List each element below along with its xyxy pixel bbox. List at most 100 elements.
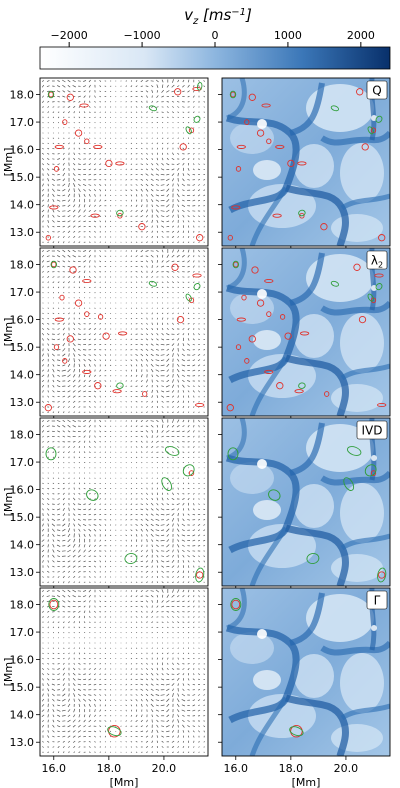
- vortex-contours: [45, 446, 205, 583]
- red-contour: [97, 314, 104, 320]
- colorbar-ticks: −2000 −1000 0 1000 2000: [51, 29, 375, 47]
- x-tick-label: 20.0: [334, 762, 359, 775]
- red-contour: [44, 404, 52, 412]
- green-contour: [50, 260, 57, 269]
- red-contour: [62, 358, 68, 364]
- y-axis-label: [Mm]: [2, 148, 15, 177]
- arrow-panel: [39, 77, 209, 247]
- red-contour: [353, 263, 361, 271]
- green-contour: [161, 477, 173, 491]
- green-contour: [48, 598, 60, 611]
- x-axis: [53, 756, 347, 760]
- red-contour: [264, 369, 274, 374]
- green-contour: [375, 283, 383, 291]
- red-contour: [142, 391, 148, 397]
- y-tick-label: 16.0: [10, 484, 35, 497]
- red-contour: [54, 144, 64, 149]
- arrow-panel-frame: [39, 77, 209, 247]
- red-contour: [251, 266, 259, 274]
- red-contour: [66, 93, 74, 101]
- method-label: λ2: [366, 250, 388, 270]
- y-tick-label: 13.0: [10, 566, 35, 579]
- vz-map-panel: [221, 247, 391, 417]
- red-contour: [230, 91, 236, 98]
- green-contour: [185, 293, 192, 302]
- red-contour: [264, 278, 274, 284]
- red-contour: [196, 234, 204, 242]
- vz-map: [222, 588, 390, 756]
- y-tick-label: 18.0: [10, 259, 35, 272]
- red-contour: [93, 144, 103, 149]
- y-tick-label: 15.0: [10, 171, 35, 184]
- green-contour: [148, 280, 158, 287]
- red-contour: [279, 314, 286, 320]
- x-axis-label: [Mm]: [292, 776, 321, 788]
- method-label-text: Γ: [374, 594, 381, 608]
- red-contour: [231, 205, 241, 210]
- green-contour: [116, 209, 124, 217]
- method-label: Γ: [366, 590, 388, 610]
- red-contour: [53, 166, 60, 172]
- arrow-panel-background: [40, 418, 208, 586]
- red-contour: [358, 315, 367, 324]
- green-contour: [347, 446, 362, 456]
- y-axis-label: [Mm]: [2, 318, 15, 347]
- vz-map-panel: [221, 417, 391, 587]
- y-tick-label: 17.0: [10, 116, 35, 129]
- velocity-arrows: [41, 79, 206, 244]
- y-tick-label: 13.0: [10, 736, 35, 749]
- y-tick-label: 14.0: [10, 369, 35, 382]
- panel-row: Q 18.0 17.0 16.0 15.0 14.0 13.0 [Mm]: [2, 77, 391, 250]
- x-tick-label: 18.0: [279, 762, 304, 775]
- green-contour: [268, 489, 281, 501]
- vz-map-panel: [221, 77, 391, 247]
- red-contour: [49, 205, 59, 210]
- red-contour: [69, 266, 77, 274]
- green-contour: [364, 464, 377, 477]
- y-tick-label: 14.0: [10, 709, 35, 722]
- red-contour: [226, 404, 234, 412]
- red-contour: [51, 261, 57, 268]
- red-contour: [115, 161, 125, 166]
- red-contour: [235, 166, 242, 172]
- green-contour: [148, 105, 158, 112]
- red-contour: [241, 294, 247, 301]
- red-contour: [227, 234, 233, 241]
- green-contour: [193, 115, 201, 123]
- green-contour: [330, 105, 340, 112]
- colorbar-gradient: [39, 46, 391, 70]
- velocity-arrows: [41, 589, 206, 754]
- panel-row: IVD 18.0 17.0 16.0 15.0 14.0 13.0 [Mm]: [2, 417, 391, 590]
- green-contour: [330, 280, 340, 287]
- red-contour: [378, 571, 386, 579]
- arrow-panel-frame: [39, 247, 209, 417]
- vz-map-frame: [221, 587, 391, 757]
- method-label-box: [356, 420, 388, 440]
- x-axis-bottom: 16.0 18.0 20.0 [Mm] 16.0 18.0 20.0 [Mm]: [42, 762, 359, 788]
- green-contour: [47, 90, 55, 99]
- green-contour: [165, 446, 180, 456]
- y-tick-label: 14.0: [10, 539, 35, 552]
- green-contour: [193, 283, 201, 291]
- red-contour: [324, 391, 330, 397]
- green-contour: [343, 477, 355, 491]
- red-contour: [196, 571, 204, 579]
- red-contour: [261, 103, 271, 108]
- panel-row: λ2 18.0 17.0 16.0 15.0 14.0 13.0 [Mm]: [2, 247, 391, 420]
- red-contour: [248, 335, 256, 343]
- method-label: IVD: [356, 420, 388, 440]
- green-contour: [116, 382, 124, 389]
- red-contour: [117, 331, 128, 336]
- red-contour: [171, 263, 179, 271]
- vortex-contours: [226, 260, 387, 412]
- velocity-arrows: [41, 249, 206, 414]
- red-contour: [82, 369, 92, 374]
- colorbar: vz [ms−1] −2000 −1000 0 1000 2000: [39, 6, 391, 70]
- y-tick-label: 18.0: [10, 599, 35, 612]
- red-contour: [244, 119, 250, 125]
- arrow-panel: [39, 417, 209, 587]
- method-label-text: Q: [372, 84, 381, 98]
- y-tick-label: 16.0: [10, 144, 35, 157]
- green-contour: [377, 567, 387, 583]
- red-contour: [102, 332, 110, 340]
